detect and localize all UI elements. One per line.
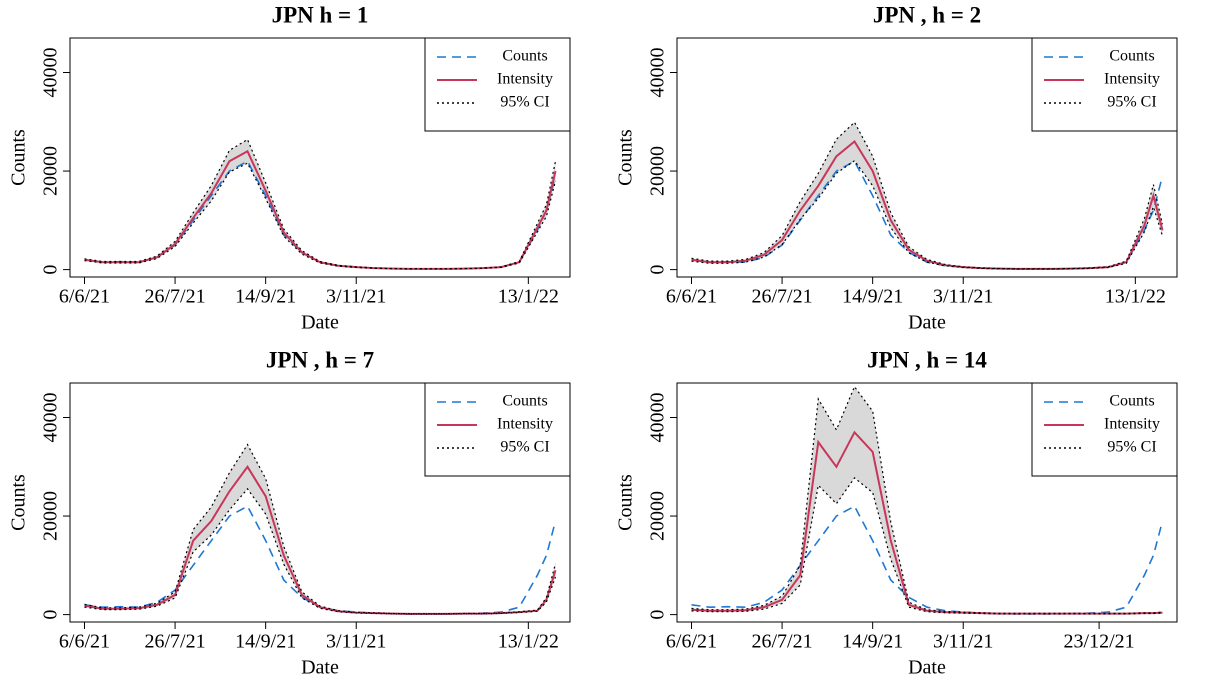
legend-label: Intensity (1104, 416, 1160, 433)
x-tick-label: 14/9/21 (842, 631, 903, 653)
y-tick-label: 40000 (40, 47, 62, 97)
panel: JPN h = 1 Date Counts 6/6/21 26/7/21 14/9/21 3… (8, 2, 571, 334)
legend-label: Intensity (1104, 71, 1160, 88)
legend-label: Counts (502, 48, 547, 65)
series-line (691, 140, 1164, 270)
x-tick-label: 26/7/21 (752, 631, 813, 653)
y-tick-label: 40000 (647, 47, 669, 97)
x-tick-label: 6/6/21 (59, 286, 110, 308)
y-axis-label: Counts (615, 474, 637, 531)
legend-label: Intensity (497, 416, 553, 433)
x-tick-label: 13/1/22 (1105, 286, 1166, 308)
panel-title: JPN , h = 14 (867, 347, 987, 372)
panel: JPN , h = 2 Date Counts 6/6/21 26/7/21 14/9/2… (615, 2, 1178, 334)
x-tick-label: 14/9/21 (235, 286, 296, 308)
x-axis-label: Date (908, 657, 946, 679)
x-axis-label: Date (301, 657, 339, 679)
panel: JPN , h = 7 Date Counts 6/6/21 26/7/21 14/9/2… (8, 347, 571, 679)
ci-lower-line (84, 162, 557, 270)
legend-label: Counts (502, 393, 547, 410)
panel-title: JPN h = 1 (272, 2, 369, 27)
ci-band (691, 122, 1163, 269)
y-axis-label: Counts (8, 129, 30, 186)
legend-label: 95% CI (1107, 439, 1156, 456)
ci-lower-line (84, 487, 557, 615)
legend-box (424, 382, 571, 477)
y-tick-label: 20000 (647, 146, 669, 196)
x-tick-label: 6/6/21 (666, 286, 717, 308)
y-axis-label: Counts (615, 129, 637, 186)
x-tick-label: 14/9/21 (235, 631, 296, 653)
ci-band (84, 139, 556, 269)
x-tick-label: 3/11/21 (326, 631, 386, 653)
y-tick-label: 0 (40, 265, 62, 275)
series-line (691, 505, 1164, 615)
x-tick-label: 26/7/21 (145, 631, 206, 653)
y-tick-label: 0 (647, 610, 669, 620)
ci-lower-line (691, 159, 1164, 270)
ci-upper-line (691, 121, 1164, 270)
y-tick-label: 40000 (647, 392, 669, 442)
y-tick-label: 20000 (40, 491, 62, 541)
x-tick-label: 3/11/21 (933, 631, 993, 653)
x-tick-label: 13/1/22 (498, 286, 559, 308)
panel-title: JPN , h = 2 (873, 2, 981, 27)
series-line (691, 160, 1164, 270)
x-tick-label: 6/6/21 (59, 631, 110, 653)
x-tick-label: 3/11/21 (326, 286, 386, 308)
legend-label: Counts (1109, 393, 1154, 410)
ci-upper-line (84, 443, 557, 615)
y-tick-label: 0 (40, 610, 62, 620)
x-axis-label: Date (301, 312, 339, 334)
plot-frame (676, 37, 1178, 278)
plot-frame (676, 382, 1178, 623)
x-axis-label: Date (908, 312, 946, 334)
legend-label: 95% CI (500, 94, 549, 111)
legend-label: Counts (1109, 48, 1154, 65)
x-tick-label: 26/7/21 (752, 286, 813, 308)
x-tick-label: 14/9/21 (842, 286, 903, 308)
ci-upper-line (691, 385, 1163, 614)
series-line (84, 149, 557, 270)
panel: JPN , h = 14 Date Counts 6/6/21 26/7/21 14/9/… (615, 347, 1178, 679)
series-line (84, 505, 557, 615)
legend-label: Intensity (497, 71, 553, 88)
series-line (84, 465, 557, 615)
legend-box (1031, 382, 1178, 477)
plot-frame (69, 37, 571, 278)
x-tick-label: 26/7/21 (145, 286, 206, 308)
x-tick-label: 23/12/21 (1064, 631, 1135, 653)
legend-label: 95% CI (500, 439, 549, 456)
y-tick-label: 40000 (40, 392, 62, 442)
y-axis-label: Counts (8, 474, 30, 531)
series-line (84, 160, 557, 270)
x-tick-label: 13/1/22 (498, 631, 559, 653)
plot-frame (69, 382, 571, 623)
y-tick-label: 0 (647, 265, 669, 275)
x-tick-label: 6/6/21 (666, 631, 717, 653)
y-tick-label: 20000 (647, 491, 669, 541)
legend-box (1031, 37, 1178, 132)
x-tick-label: 3/11/21 (933, 286, 993, 308)
legend-box (424, 37, 571, 132)
ci-lower-line (691, 477, 1163, 615)
panel-title: JPN , h = 7 (266, 347, 374, 372)
legend-label: 95% CI (1107, 94, 1156, 111)
y-tick-label: 20000 (40, 146, 62, 196)
ci-upper-line (84, 138, 557, 270)
